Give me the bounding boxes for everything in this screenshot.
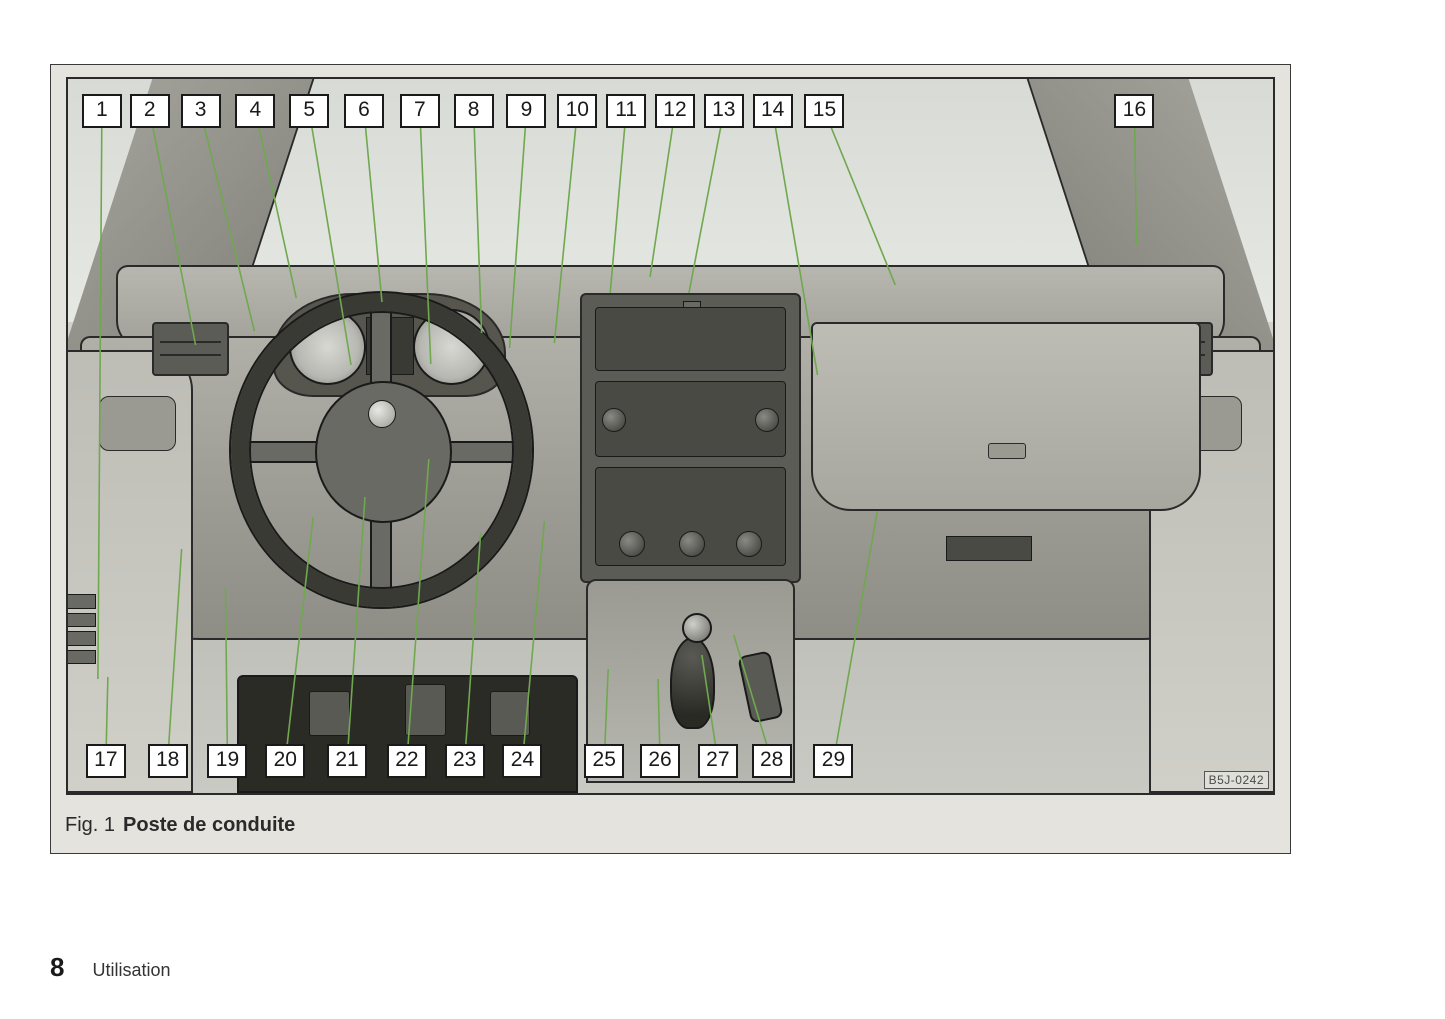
gear-boot <box>670 637 715 729</box>
pedal-brake <box>405 684 446 736</box>
callout-box: 9 <box>506 94 546 128</box>
callout-box: 2 <box>130 94 170 128</box>
figure-title: Poste de conduite <box>123 814 295 837</box>
door-handle-left <box>99 396 176 451</box>
air-vents-center <box>595 307 786 372</box>
callout-box: 19 <box>207 744 247 778</box>
hvac-knob <box>736 531 762 557</box>
hvac-panel <box>595 467 786 566</box>
callout-box: 3 <box>181 94 221 128</box>
callout-box: 11 <box>606 94 646 128</box>
callout-box: 21 <box>327 744 367 778</box>
callout-box: 20 <box>265 744 305 778</box>
figure-caption: Fig. 1 Poste de conduite <box>65 797 1276 853</box>
callout-box: 6 <box>344 94 384 128</box>
callout-box: 10 <box>557 94 597 128</box>
page-number: 8 <box>50 952 64 983</box>
radio-knob-left <box>602 408 626 432</box>
callout-box: 7 <box>400 94 440 128</box>
callout-box: 1 <box>82 94 122 128</box>
window-switch <box>66 594 96 609</box>
figure-illustration: 1234567891011121314151617181920212223242… <box>66 77 1275 795</box>
callout-box: 25 <box>584 744 624 778</box>
steering-wheel <box>231 293 532 607</box>
page-root: 1234567891011121314151617181920212223242… <box>0 0 1445 1019</box>
window-switches <box>66 590 100 668</box>
aux-storage-slot <box>946 536 1032 561</box>
hvac-knob <box>679 531 705 557</box>
callout-box: 28 <box>752 744 792 778</box>
callout-box: 27 <box>698 744 738 778</box>
callout-box: 17 <box>86 744 126 778</box>
glovebox-handle <box>988 443 1026 459</box>
callout-box: 29 <box>813 744 853 778</box>
callout-box: 5 <box>289 94 329 128</box>
gear-knob <box>682 613 712 643</box>
callout-box: 24 <box>502 744 542 778</box>
figure-frame: 1234567891011121314151617181920212223242… <box>50 64 1291 854</box>
page-footer: 8 Utilisation <box>50 952 171 983</box>
radio-unit <box>595 381 786 457</box>
pedal-clutch <box>309 691 350 736</box>
pedal-accelerator <box>490 691 531 736</box>
callout-box: 4 <box>235 94 275 128</box>
glovebox <box>811 322 1201 512</box>
center-stack <box>580 293 801 583</box>
callout-box: 15 <box>804 94 844 128</box>
callout-box: 13 <box>704 94 744 128</box>
hvac-knob <box>619 531 645 557</box>
handbrake <box>737 650 783 723</box>
callout-box: 26 <box>640 744 680 778</box>
callout-box: 8 <box>454 94 494 128</box>
section-title: Utilisation <box>92 960 170 981</box>
air-vent-left <box>152 322 228 376</box>
radio-knob-right <box>755 408 779 432</box>
callout-box: 22 <box>387 744 427 778</box>
callout-box: 23 <box>445 744 485 778</box>
window-switch <box>66 631 96 646</box>
callout-box: 16 <box>1114 94 1154 128</box>
callout-box: 18 <box>148 744 188 778</box>
callout-box: 12 <box>655 94 695 128</box>
figure-ref-code: B5J-0242 <box>1204 771 1269 789</box>
figure-label: Fig. 1 <box>65 814 115 837</box>
callout-box: 14 <box>753 94 793 128</box>
door-panel-left <box>66 350 193 793</box>
window-switch <box>66 613 96 628</box>
window-switch <box>66 650 96 665</box>
